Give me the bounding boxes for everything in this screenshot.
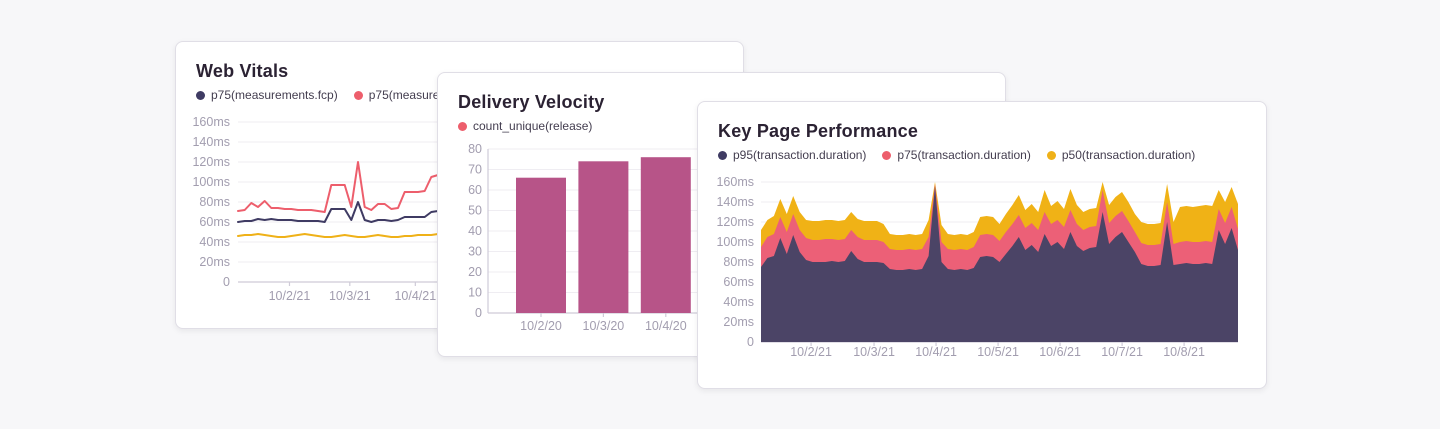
legend-dot-icon [1046,150,1056,160]
y-tick-label: 60 [468,183,482,197]
x-tick-label: 10/5/21 [977,345,1019,359]
bar[interactable] [640,157,691,313]
x-tick-label: 10/3/21 [853,345,895,359]
y-tick-label: 0 [747,335,754,349]
legend: count_unique(release) [458,119,592,133]
x-tick-label: 10/2/21 [790,345,832,359]
widget-title: Web Vitals [196,61,289,81]
y-tick-label: 120ms [716,215,754,229]
legend-dot-icon [458,121,467,131]
y-tick-label: 100ms [192,175,230,189]
widget-title: Key Page Performance [718,121,919,141]
key-page-performance-widget[interactable]: Key Page Performance p95(transaction.dur… [697,101,1267,389]
legend-dot-icon [882,150,892,160]
y-tick-label: 20 [468,265,482,279]
legend: p95(transaction.duration) p75(transaction… [718,148,1195,162]
y-tick-label: 40ms [199,235,230,249]
y-tick-label: 80ms [723,255,754,269]
y-tick-label: 30 [468,245,482,259]
y-tick-label: 0 [475,306,482,320]
y-tick-label: 0 [223,275,230,289]
legend-item[interactable]: p75(measurements.fcp) [196,88,338,102]
x-tick-label: 10/4/20 [645,319,687,333]
y-tick-label: 80ms [199,195,230,209]
legend-item[interactable]: count_unique(release) [458,119,592,133]
legend-label: count_unique(release) [473,119,593,133]
x-tick-label: 10/8/21 [1163,345,1205,359]
y-tick-label: 50 [468,204,482,218]
y-tick-label: 160ms [192,115,230,129]
area-series [761,186,1238,342]
y-tick-label: 140ms [716,195,754,209]
x-tick-label: 10/2/20 [520,319,562,333]
key-page-performance-chart[interactable]: 0 20ms 40ms 60ms 80ms 100ms 120ms 140ms 160ms 10/… [698,102,1266,388]
legend-item[interactable]: p95(transaction.duration) [718,148,866,162]
y-tick-label: 100ms [716,235,754,249]
x-tick-label: 10/6/21 [1039,345,1081,359]
legend-label: p75(transaction.duration) [897,148,1031,162]
widget-title: Delivery Velocity [458,92,605,112]
y-tick-label: 140ms [192,135,230,149]
y-tick-label: 20ms [723,315,754,329]
y-tick-label: 60ms [199,215,230,229]
y-tick-label: 80 [468,142,482,156]
x-tick-label: 10/3/20 [583,319,625,333]
x-tick-label: 10/4/21 [915,345,957,359]
y-tick-label: 40 [468,224,482,238]
legend-dot-icon [718,150,727,160]
y-tick-label: 70 [468,163,482,177]
y-tick-label: 160ms [716,175,754,189]
legend-item[interactable]: p75(transaction.duration) [882,148,1031,162]
y-tick-label: 20ms [199,255,230,269]
x-tick-label: 10/3/21 [329,289,371,303]
x-tick-label: 10/2/21 [269,289,311,303]
legend-label: p50(transaction.duration) [1061,148,1196,162]
x-tick-label: 10/7/21 [1101,345,1143,359]
y-tick-label: 40ms [723,295,754,309]
bar[interactable] [578,161,629,313]
legend-dot-icon [196,90,205,100]
bar[interactable] [516,177,566,313]
legend-dot-icon [353,90,363,100]
legend-item[interactable]: p50(transaction.duration) [1046,148,1196,162]
legend-label: p95(transaction.duration) [733,148,867,162]
y-tick-label: 60ms [723,275,754,289]
x-tick-label: 10/4/21 [394,289,436,303]
y-tick-label: 10 [468,286,482,300]
delivery-velocity-chart[interactable]: 0 10 20 30 40 50 60 70 80 10/2/20 10/3/20 10/4/20 [438,73,1005,356]
y-tick-label: 120ms [192,155,230,169]
legend-label: p75(measurements.fcp) [211,88,338,102]
